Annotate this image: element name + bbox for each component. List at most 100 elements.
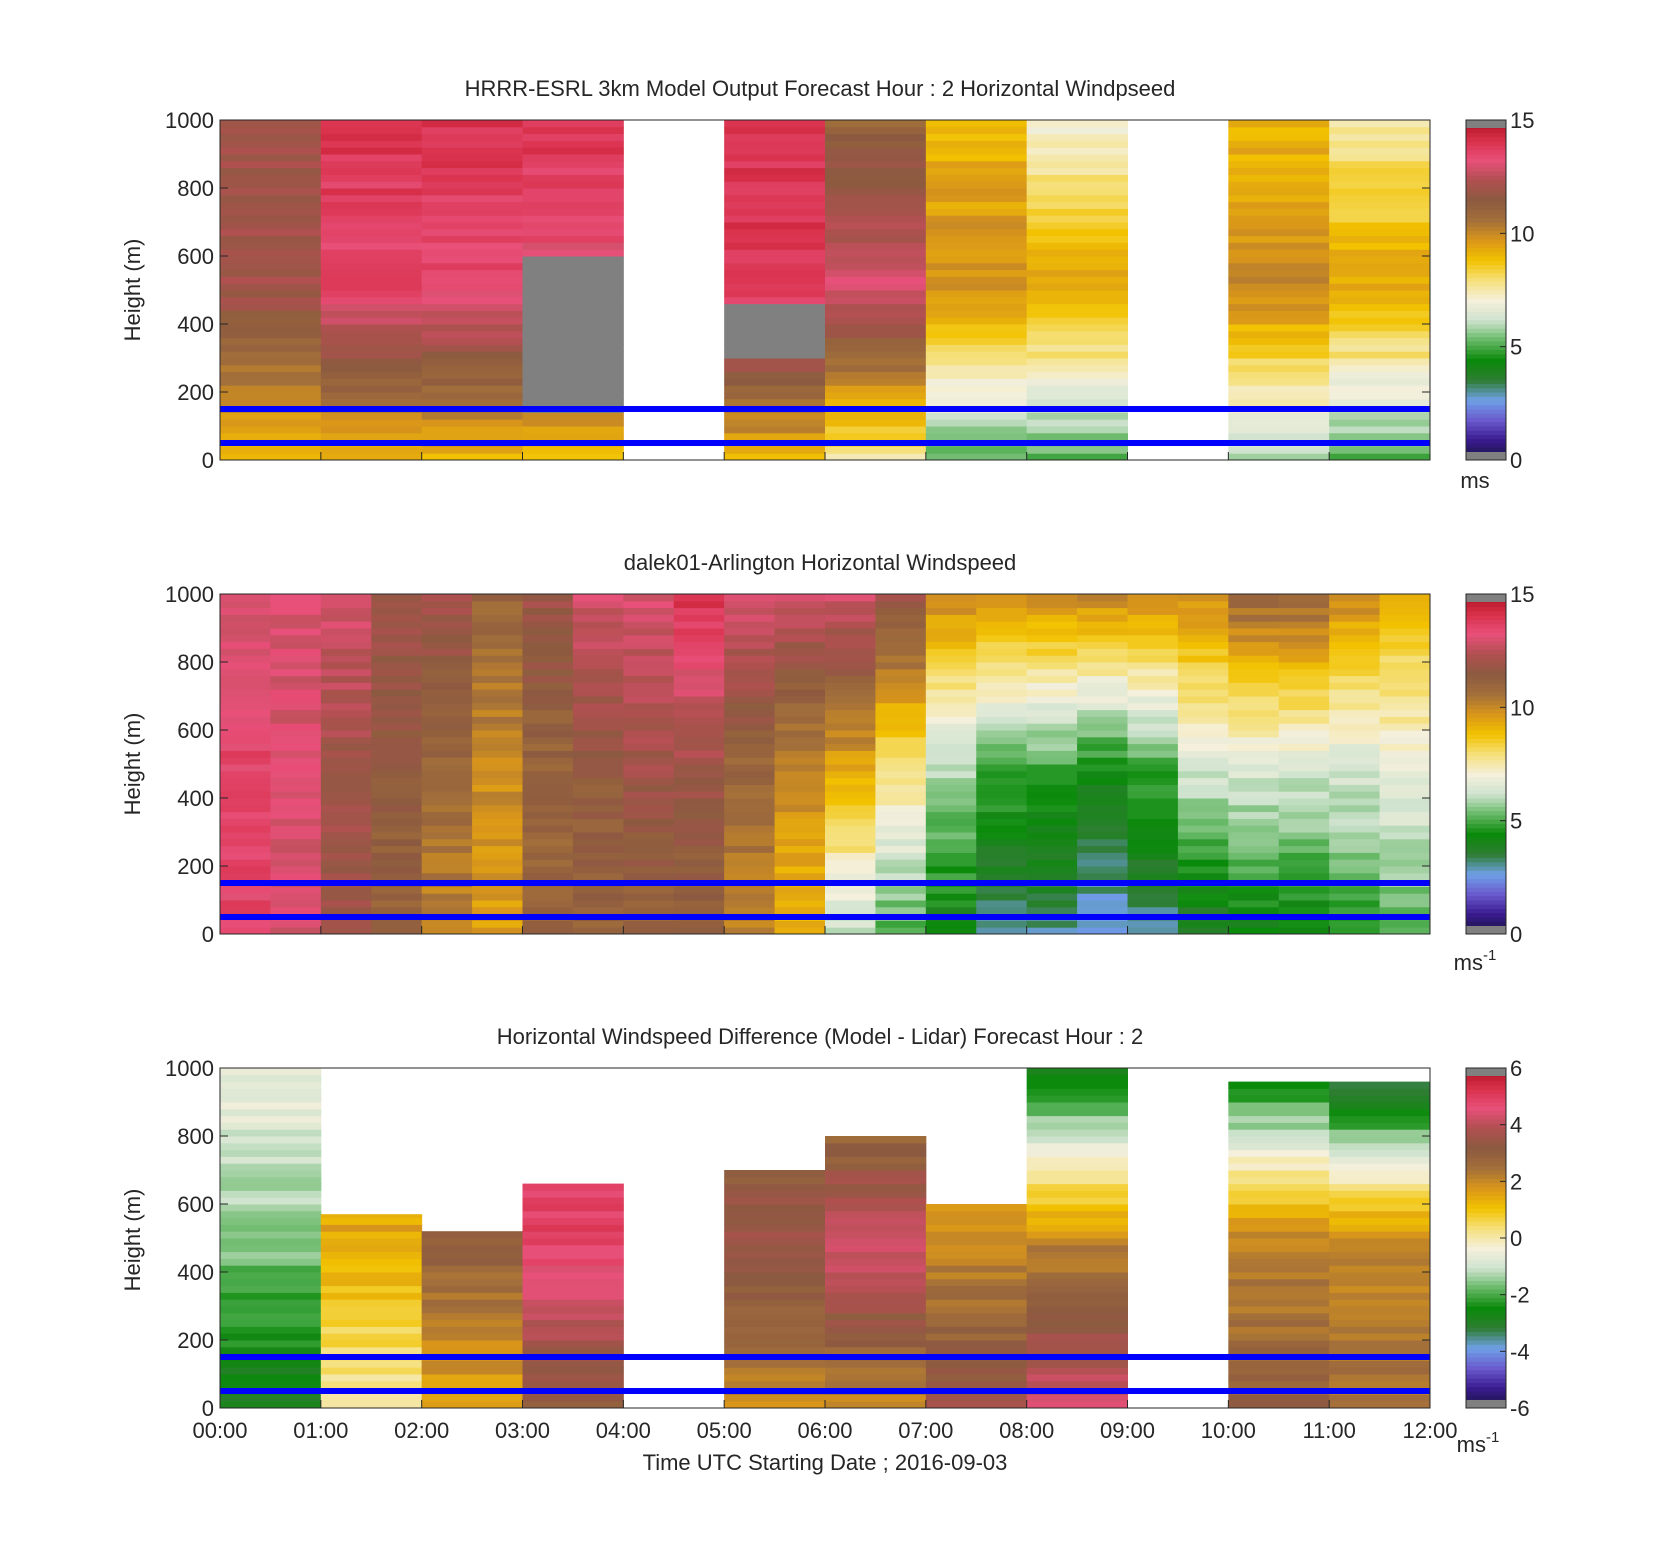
heatmap-cell (522, 419, 624, 427)
heatmap-cell (270, 736, 322, 745)
heatmap-cell (976, 621, 1028, 629)
heatmap-cell (320, 791, 372, 799)
heatmap-cell (925, 208, 1028, 216)
heatmap-cell (522, 1251, 624, 1259)
colorbar-segment (1466, 1170, 1506, 1175)
heatmap-cell (320, 900, 372, 908)
heatmap-cell (1379, 927, 1431, 935)
heatmap-cell (1127, 764, 1179, 772)
heatmap-cell (774, 872, 826, 881)
heatmap-cell (270, 804, 322, 813)
colorbar-segment (1466, 1233, 1506, 1239)
heatmap-cell (371, 600, 423, 609)
heatmap-cell (421, 621, 473, 629)
heatmap-cell (320, 1272, 423, 1280)
heatmap-cell (1329, 600, 1381, 609)
heatmap-cell (371, 900, 423, 908)
colorbar-segment (1466, 1119, 1506, 1124)
heatmap-cell (724, 770, 776, 779)
heatmap-cell (925, 668, 977, 677)
heatmap-cell (1329, 235, 1431, 243)
heatmap-cell (1026, 276, 1128, 284)
heatmap-cell (774, 689, 826, 697)
heatmap-cell (1026, 1163, 1128, 1171)
heatmap-cell (925, 1312, 1028, 1321)
heatmap-cell (1329, 702, 1381, 711)
heatmap-cell (1329, 764, 1381, 772)
heatmap-cell (724, 1238, 826, 1246)
heatmap-cell (1228, 1142, 1330, 1151)
heatmap-cell (320, 682, 372, 690)
heatmap-cell (371, 764, 423, 772)
heatmap-cell (673, 600, 725, 609)
heatmap-cell (1228, 804, 1280, 813)
heatmap-cell (1278, 736, 1330, 745)
heatmap-cell (371, 866, 423, 874)
heatmap-cell (925, 1326, 1028, 1334)
heatmap-cell (925, 1380, 1028, 1389)
heatmap-cell (825, 283, 927, 291)
heatmap-cell (320, 1326, 423, 1334)
heatmap-cell (522, 1258, 624, 1266)
heatmap-cell (774, 798, 826, 806)
heatmap-cell (220, 296, 322, 305)
heatmap-cell (572, 655, 624, 663)
heatmap-cell (320, 1224, 423, 1232)
heatmap-cell (1026, 906, 1078, 915)
heatmap-cell (673, 770, 725, 779)
heatmap-cell (1228, 730, 1280, 738)
heatmap-cell (220, 432, 322, 441)
heatmap-cell (1329, 709, 1381, 717)
heatmap-cell (623, 662, 675, 670)
heatmap-cell (875, 777, 927, 785)
heatmap-cell (623, 689, 675, 697)
heatmap-cell (320, 1319, 423, 1327)
heatmap-cell (925, 426, 1028, 434)
heatmap-cell (472, 791, 523, 799)
heatmap-cell (1228, 1163, 1330, 1171)
heatmap-cell (1329, 188, 1431, 196)
heatmap-cell (320, 208, 423, 216)
heatmap-cell (421, 641, 473, 649)
heatmap-cell (825, 188, 927, 196)
heatmap-cell (1329, 392, 1431, 400)
heatmap-cell (522, 920, 574, 928)
heatmap-cell (472, 662, 523, 670)
colorbar-segment (1466, 162, 1506, 168)
heatmap-cell (1329, 262, 1431, 271)
heatmap-cell (220, 426, 322, 434)
heatmap-cell (1177, 750, 1229, 758)
heatmap-cell (1228, 392, 1330, 400)
heatmap-cell (724, 628, 776, 636)
heatmap-cell (1228, 614, 1280, 622)
heatmap-cell (825, 614, 876, 622)
heatmap-cell (1329, 126, 1431, 135)
heatmap-cell (1329, 222, 1431, 230)
heatmap-cell (1026, 1149, 1128, 1157)
heatmap-cell (724, 1333, 826, 1341)
heatmap-cell (623, 716, 675, 724)
colorbar-cap (1466, 1068, 1506, 1076)
heatmap-cell (1077, 675, 1128, 683)
heatmap-cell (1329, 324, 1431, 332)
heatmap-cell (320, 364, 423, 373)
heatmap-cell (220, 1374, 322, 1382)
heatmap-cell (270, 628, 322, 636)
heatmap-cell (572, 777, 624, 785)
heatmap-cell (1329, 426, 1431, 434)
heatmap-cell (1127, 662, 1179, 670)
heatmap-cell (1379, 920, 1431, 928)
colorbar-segment (1466, 866, 1506, 871)
heatmap-cell (1228, 432, 1330, 441)
heatmap-cell (1228, 235, 1330, 243)
heatmap-cell (371, 716, 423, 724)
heatmap-cell (825, 838, 876, 847)
heatmap-cell (1177, 675, 1229, 683)
heatmap-cell (925, 811, 977, 819)
colorbar-segment (1466, 759, 1506, 765)
heatmap-cell (1278, 621, 1330, 629)
colorbar-segment (1466, 128, 1506, 134)
heatmap-cell (623, 655, 675, 663)
heatmap-cell (270, 900, 322, 908)
